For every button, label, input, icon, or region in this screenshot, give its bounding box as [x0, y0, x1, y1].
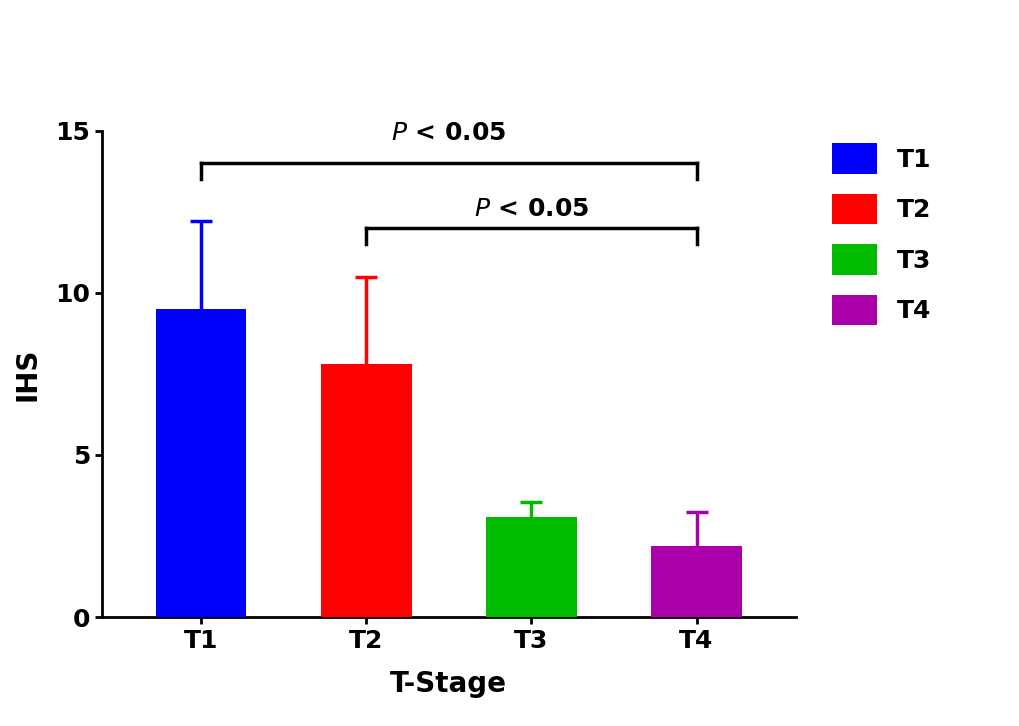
- Legend: T1, T2, T3, T4: T1, T2, T3, T4: [821, 134, 941, 335]
- Y-axis label: IHS: IHS: [13, 347, 41, 401]
- Bar: [650, 546, 741, 617]
- X-axis label: T-Stage: T-Stage: [390, 669, 506, 698]
- Bar: [485, 517, 576, 617]
- Text: $\mathit{P}$ < 0.05: $\mathit{P}$ < 0.05: [390, 121, 506, 145]
- Bar: [321, 364, 412, 617]
- Bar: [156, 309, 247, 617]
- Text: $\mathit{P}$ < 0.05: $\mathit{P}$ < 0.05: [473, 197, 588, 221]
